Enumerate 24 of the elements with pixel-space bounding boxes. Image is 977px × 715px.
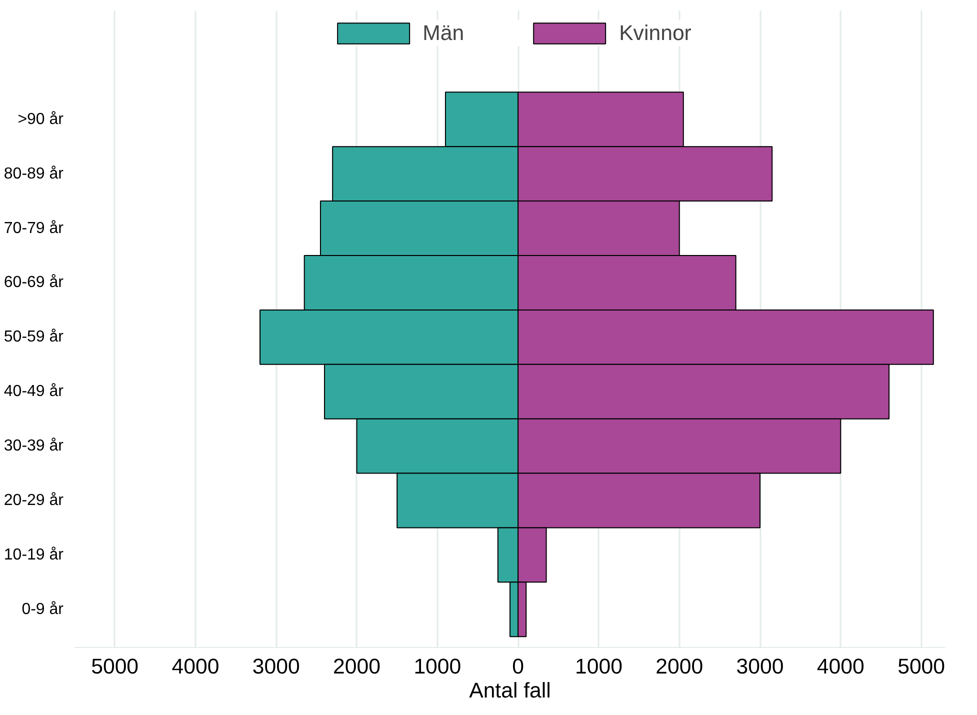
x-tick-label: 4000 (172, 654, 220, 678)
y-tick-label: 20-29 år (4, 492, 64, 509)
x-tick-label: 3000 (252, 654, 300, 678)
x-tick-label: 2000 (656, 654, 704, 678)
legend-label: Kvinnor (619, 20, 692, 46)
x-tick-label: 1000 (574, 654, 623, 678)
y-tick-label: >90 år (18, 110, 64, 128)
x-tick-label: 5000 (898, 654, 946, 678)
y-tick-label: 40-49 år (4, 383, 64, 400)
x-tick-label: 1000 (414, 654, 462, 678)
x-tick-label: 0 (512, 654, 524, 678)
y-tick-label: 30-39 år (4, 438, 64, 455)
x-axis-title: Antal fall (469, 678, 551, 702)
y-tick-label: 10-19 år (4, 546, 64, 564)
y-tick-label: 0-9 år (22, 600, 64, 618)
x-tick-label: 2000 (333, 654, 381, 678)
y-tick-label: 80-89 år (4, 165, 64, 182)
x-tick-label: 5000 (91, 654, 139, 678)
y-tick-label: 60-69 år (4, 274, 64, 292)
y-tick-label: 70-79 år (4, 220, 64, 237)
x-tick-label: 4000 (816, 654, 865, 678)
y-tick-label: 50-59 år (4, 328, 64, 346)
x-tick-label: 3000 (736, 654, 784, 678)
legend-label: Män (422, 20, 464, 46)
